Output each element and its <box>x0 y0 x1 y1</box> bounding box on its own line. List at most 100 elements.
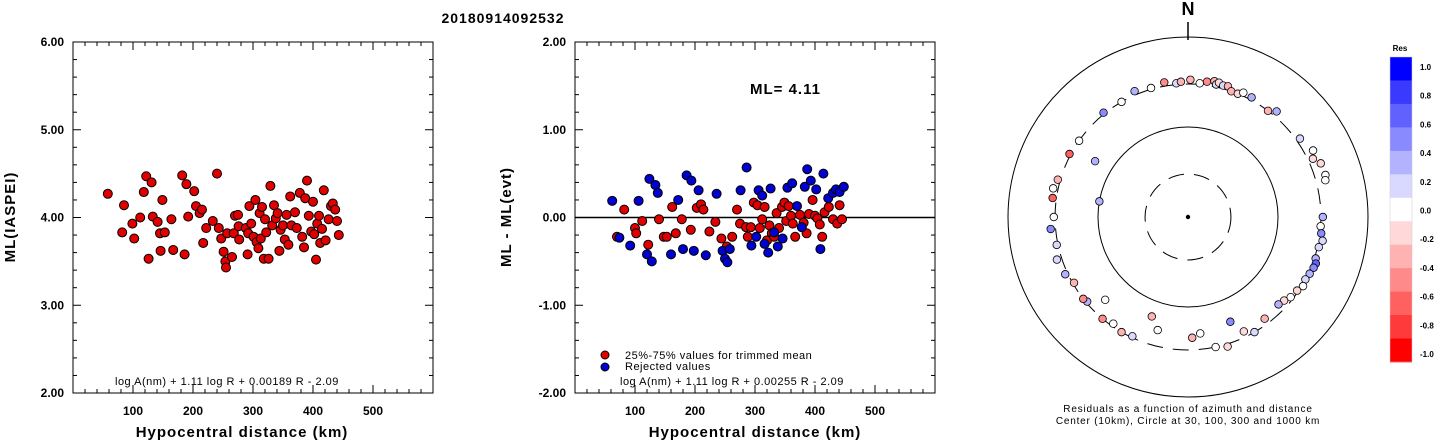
middle-data-point <box>700 250 711 261</box>
polar-data-point <box>1128 332 1137 341</box>
left-data-point <box>330 204 341 215</box>
left-data-point <box>102 188 113 199</box>
left-data-point <box>183 211 194 222</box>
middle-data-point <box>678 244 688 255</box>
middle-data-point <box>834 200 845 211</box>
colorbar-tick-label: -0.2 <box>1420 235 1434 244</box>
middle-data-point <box>787 178 798 189</box>
polar-caption-line2: Center (10km), Circle at 30, 100, 300 an… <box>1056 416 1320 427</box>
left-data-point <box>314 210 324 221</box>
middle-data-point <box>661 231 672 242</box>
colorbar-tick-label: 0.2 <box>1420 178 1432 187</box>
left-data-point <box>157 194 168 205</box>
left-data-point <box>278 220 288 231</box>
colorbar-swatch <box>1390 268 1412 293</box>
middle-data-point <box>614 232 625 243</box>
left-data-point <box>197 204 207 215</box>
left-data-point <box>234 234 245 245</box>
middle-data-point <box>625 240 636 251</box>
left-data-point <box>117 227 128 238</box>
points-middle <box>607 162 849 268</box>
left-data-point <box>281 209 292 220</box>
polar-data-point <box>1069 278 1079 288</box>
points-left <box>102 168 344 273</box>
left-data-point <box>257 201 267 212</box>
middle-data-point <box>838 181 849 192</box>
middle-ytick-label: 1.00 <box>543 123 567 137</box>
ring-100km <box>1097 126 1279 308</box>
y-axis-label-middle: ML - ML(evt) <box>498 167 515 267</box>
middle-xtick-label: 500 <box>865 404 885 418</box>
middle-data-point <box>711 188 722 199</box>
middle-data-point <box>751 231 762 242</box>
polar-data-point <box>1052 255 1062 264</box>
left-data-point <box>141 171 152 182</box>
ml-annotation: ML= 4.11 <box>750 81 821 98</box>
left-data-point <box>285 191 296 202</box>
colorbar-tick-label: 0.4 <box>1420 149 1432 158</box>
polar-data-point <box>1074 136 1084 145</box>
left-data-point <box>302 175 312 186</box>
polar-data-point <box>1318 212 1328 222</box>
left-data-point <box>218 246 229 257</box>
left-data-point <box>135 212 146 223</box>
colorbar-tick-label: 0.0 <box>1420 207 1432 216</box>
middle-data-point <box>631 228 642 239</box>
middle-data-point <box>759 201 770 212</box>
polar-points <box>1046 75 1330 352</box>
polar-data-point <box>1321 176 1330 185</box>
left-data-point <box>155 245 166 256</box>
ticks-left: 100 200 300 400 500 2.00 3.00 4.00 5.00 6.00 <box>41 35 433 418</box>
middle-data-point <box>633 195 644 206</box>
middle-data-point <box>704 226 715 237</box>
left-data-point <box>143 253 154 264</box>
left-data-point <box>181 179 192 190</box>
polar-data-point <box>1260 314 1269 323</box>
middle-data-point <box>742 231 753 242</box>
polar-data-point <box>1053 175 1062 184</box>
polar-data-point <box>1095 197 1104 206</box>
left-data-point <box>212 168 222 179</box>
left-data-point <box>119 200 129 211</box>
colorbar-title: Res <box>1393 44 1408 53</box>
middle-data-point <box>759 238 770 249</box>
legend-marker-rejected <box>600 362 610 372</box>
polar-data-point <box>1316 222 1325 231</box>
left-data-point <box>255 233 266 244</box>
left-data-point <box>333 230 344 241</box>
colorbar-tick-label: -0.8 <box>1420 321 1434 330</box>
left-data-point <box>250 194 261 205</box>
polar-data-point <box>1049 212 1058 222</box>
left-data-point <box>201 223 212 234</box>
middle-data-point <box>637 216 648 227</box>
middle-data-point <box>805 175 816 186</box>
polar-data-point <box>1305 269 1314 278</box>
middle-data-point <box>787 218 798 229</box>
middle-data-point <box>698 204 709 215</box>
left-data-point <box>261 227 272 238</box>
polar-data-point <box>1130 86 1139 96</box>
x-axis-label-middle: Hypocentral distance (km) <box>649 424 862 441</box>
left-data-point <box>127 218 138 229</box>
left-data-point <box>299 242 309 253</box>
middle-data-point <box>670 228 681 239</box>
polar-data-point <box>1211 342 1220 352</box>
left-data-point <box>311 254 321 265</box>
colorbar-tick-label: -1.0 <box>1420 350 1434 359</box>
left-data-point <box>177 170 188 181</box>
left-data-point <box>290 207 300 218</box>
polar-data-point <box>1098 314 1107 324</box>
left-xtick-label: 100 <box>123 404 143 418</box>
left-data-point <box>332 216 342 227</box>
middle-data-point <box>643 239 654 250</box>
left-ytick-label: 6.00 <box>41 35 65 49</box>
middle-data-point <box>746 240 757 251</box>
polar-data-point <box>1052 240 1061 250</box>
ticks-middle: 100 200 300 400 500 -2.00 -1.00 0.00 1.00 2.00 <box>539 35 935 418</box>
left-data-point <box>146 177 157 188</box>
left-data-point <box>272 208 283 219</box>
middle-data-point <box>765 183 776 194</box>
residual-vs-distance-chart: 100 200 300 400 500 -2.00 -1.00 0.00 1.00 2.00 ML… <box>498 35 936 441</box>
formula-middle: log A(nm) + 1.11 log R + 0.00255 R - 2.0… <box>620 376 844 388</box>
middle-data-point <box>735 185 746 196</box>
